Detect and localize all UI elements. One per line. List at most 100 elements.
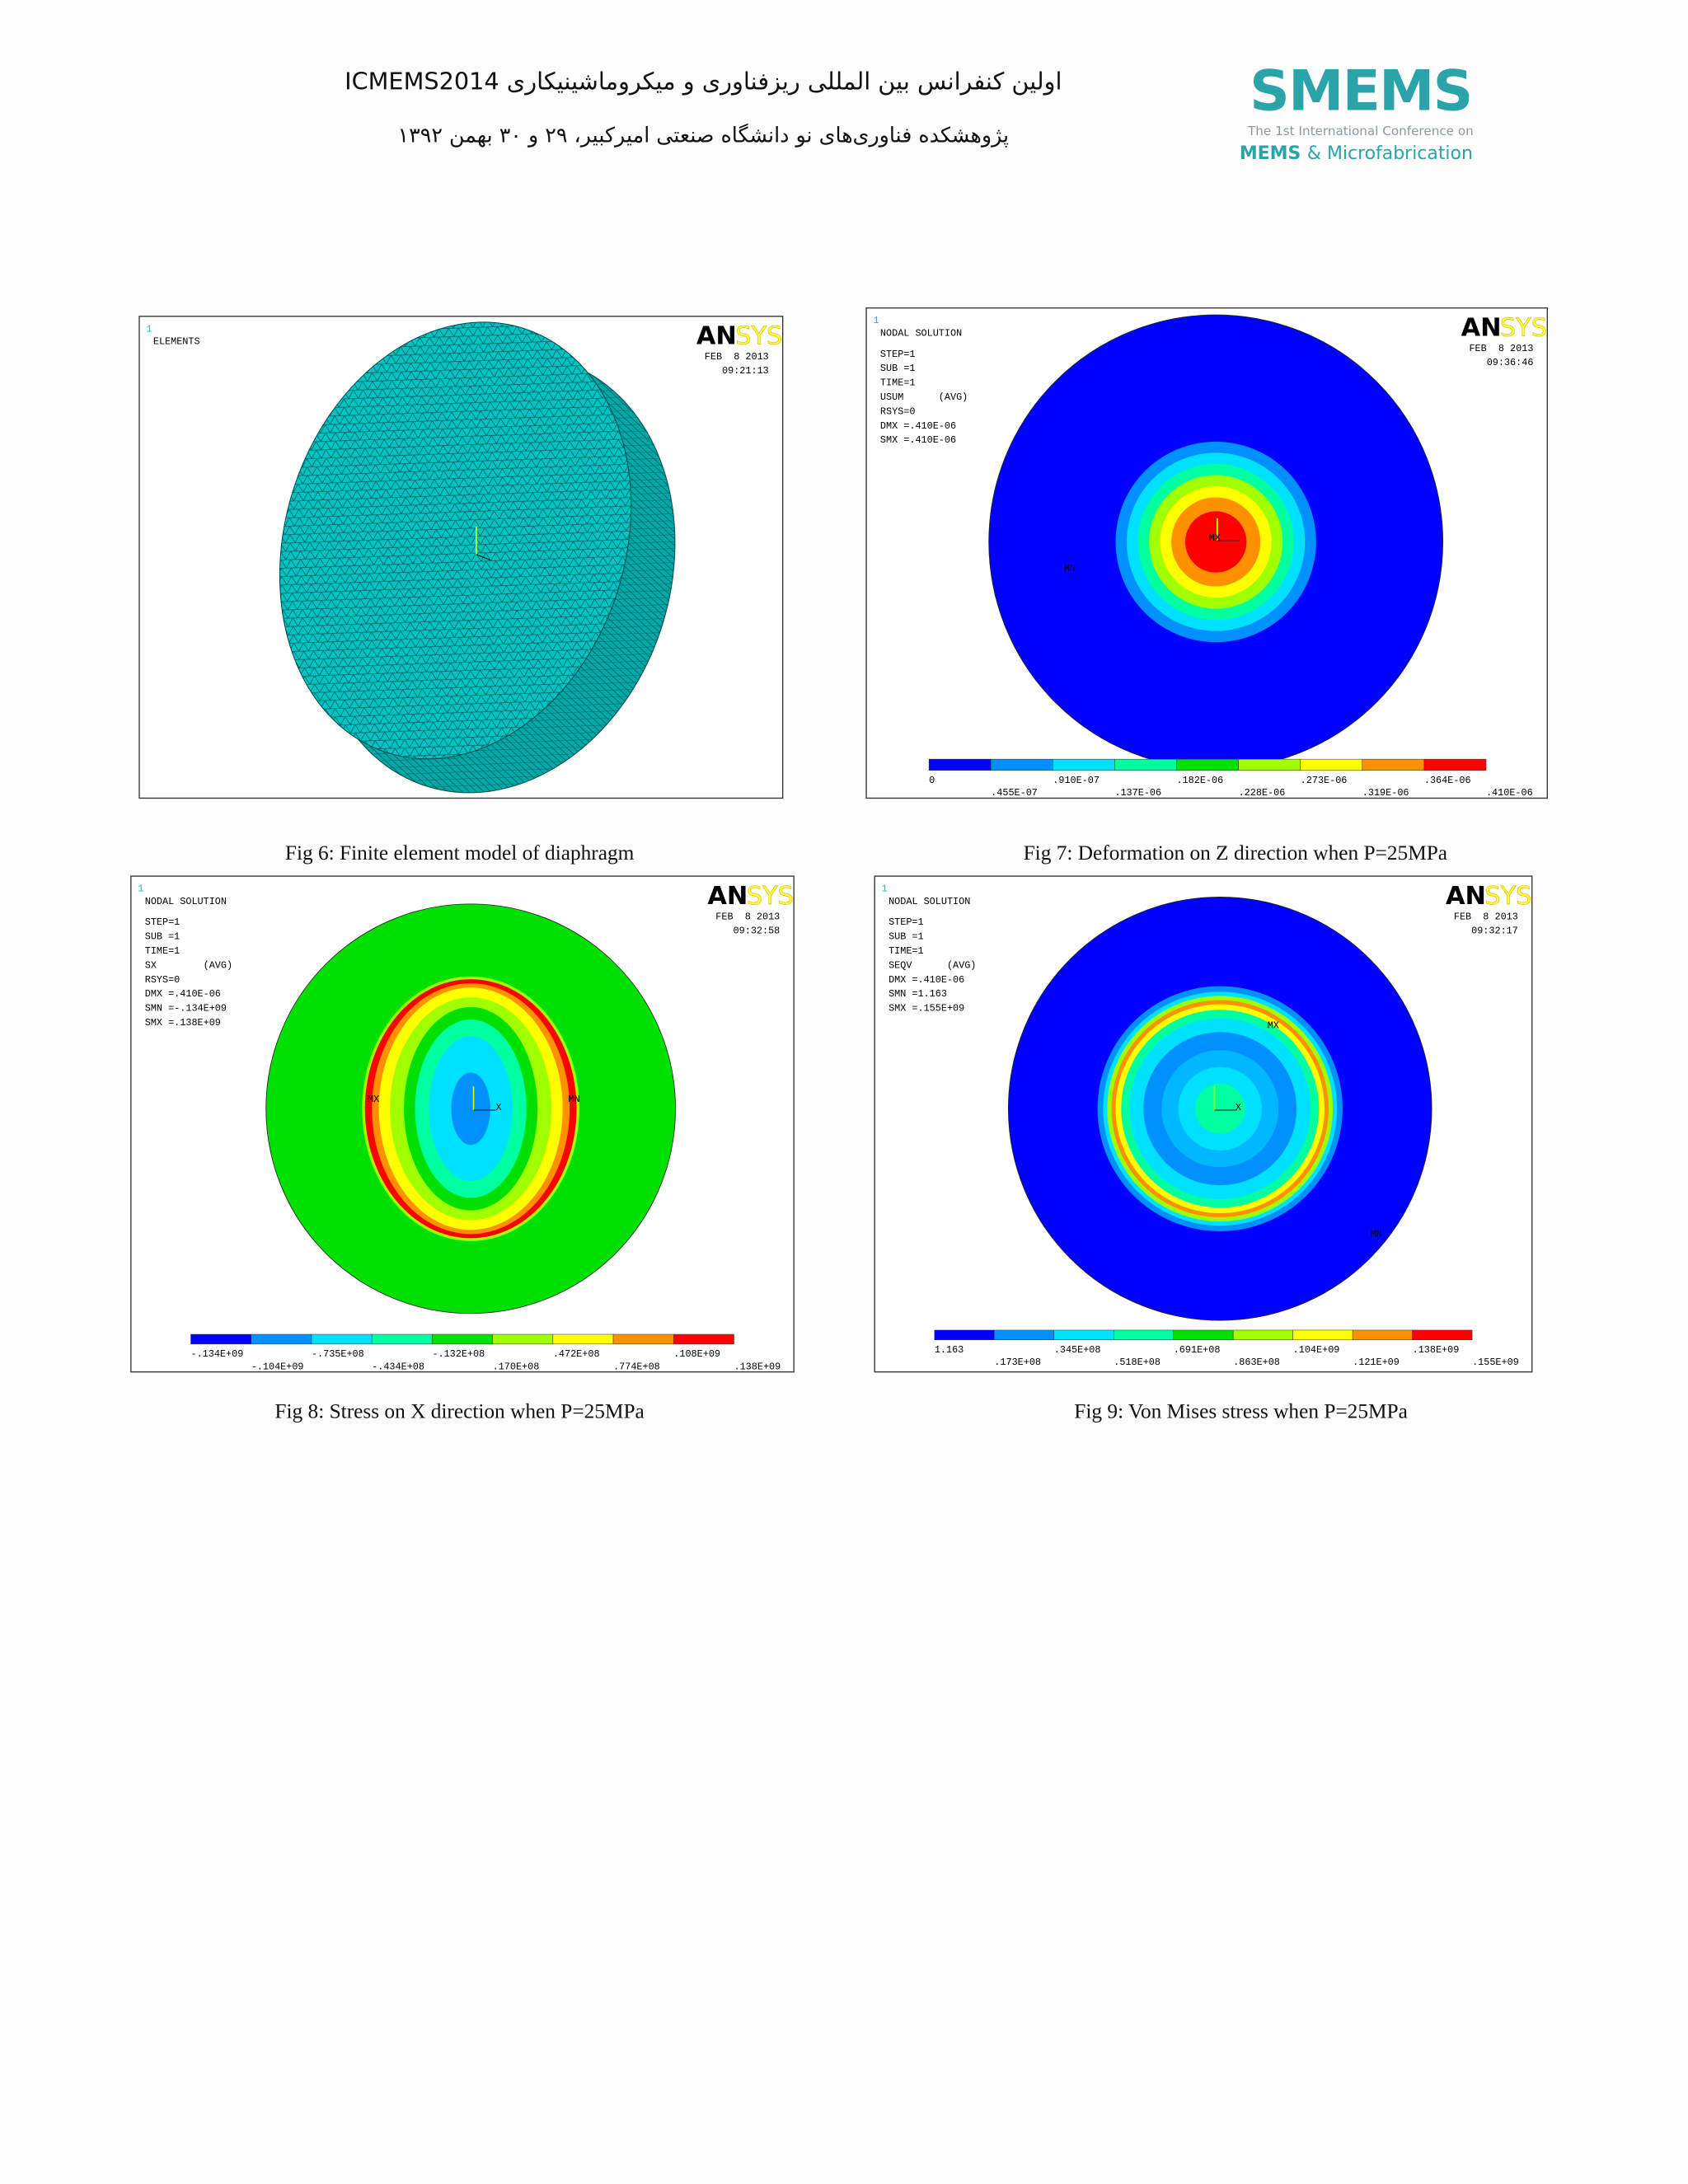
colorbar-segment [928,758,992,771]
colorbar-label: .273E-06 [1301,775,1348,786]
solution-info: USUM (AVG) [880,391,968,403]
colorbar-label: .319E-06 [1362,787,1409,799]
colorbar-label: .345E+08 [1054,1344,1101,1356]
plot-date: FEB 8 2013 [1469,343,1533,354]
colorbar-segment [934,1329,995,1341]
plot-date: FEB 8 2013 [715,911,780,922]
brand-an: AN [696,322,737,351]
colorbar-segment [990,758,1053,771]
plot-time: 09:32:17 [1471,925,1518,936]
solution-info: SMX =.155E+09 [889,1003,964,1015]
colorbar-segment [190,1333,251,1345]
conference-title: اولین کنفرانس بین المللی ریزفناوری و میک… [345,67,1062,95]
logo-microfab: & Microfabrication [1307,143,1473,164]
colorbar-segment [1053,758,1115,771]
colorbar-label: .155E+09 [1472,1357,1519,1368]
colorbar-segment [1232,1329,1293,1341]
contour [1194,1083,1245,1134]
solution-info: SMX =.410E-06 [880,434,956,446]
colorbar-label: .108E+09 [673,1348,720,1360]
window-index: 1 [146,323,152,335]
colorbar-label: -.104E+09 [251,1361,304,1372]
solution-info: NODAL SOLUTION [889,896,970,907]
colorbar-label: .518E+08 [1114,1357,1160,1368]
solution-info: SUB =1 [889,931,924,943]
solution-info: RSYS=0 [145,974,181,986]
plot-marker: MX [1209,532,1221,544]
colorbar-segment [1113,1329,1174,1341]
solution-info: DMX =.410E-06 [889,974,964,986]
brand-sys: SYS [1500,313,1547,342]
colorbar-label: .104E+09 [1293,1344,1340,1356]
disc-face [279,321,632,760]
plot-time: 09:36:46 [1487,357,1534,368]
colorbar-segment [552,1333,614,1345]
colorbar-label: .691E+08 [1174,1344,1221,1356]
solution-info: NODAL SOLUTION [145,896,227,907]
colorbar-label: .121E+09 [1353,1357,1400,1368]
axis-triad [476,554,491,561]
colorbar-label: .364E-06 [1424,775,1471,786]
solution-info: RSYS=0 [880,405,916,417]
colorbar-segment [492,1333,554,1345]
colorbar-segment [1292,1329,1353,1341]
plot-marker: MX [368,1094,379,1105]
colorbar-label: .863E+08 [1233,1357,1280,1368]
solution-info: TIME=1 [145,945,181,957]
solution-info: STEP=1 [889,916,924,928]
figure-caption: Fig 6: Finite element model of diaphragm [285,841,635,865]
brand-an: AN [1446,882,1486,911]
colorbar-label: 1.163 [935,1344,964,1356]
colorbar-segment [1053,1329,1114,1341]
colorbar-segment [1114,758,1177,771]
colorbar-label: .138E+09 [1413,1344,1460,1356]
colorbar-segment [1412,1329,1473,1341]
colorbar-label: 0 [929,775,935,786]
figure-caption: Fig 7: Deformation on Z direction when P… [1024,841,1447,865]
colorbar-label: -.132E+08 [432,1348,485,1360]
colorbar-label: .410E-06 [1486,787,1533,799]
colorbar-segment [432,1333,493,1345]
colorbar-segment [1238,758,1301,771]
figure-caption: Fig 8: Stress on X direction when P=25MP… [274,1399,644,1422]
solution-info: DMX =.410E-06 [880,420,956,432]
colorbar-label: .173E+08 [994,1357,1041,1368]
solution-info: SEQV (AVG) [889,959,976,971]
plot-marker: MN [1371,1229,1382,1240]
window-index: 1 [873,315,879,326]
colorbar-segment [994,1329,1055,1341]
plot-marker: MX [1268,1019,1279,1031]
colorbar-segment [311,1333,373,1345]
colorbar-segment [1176,758,1239,771]
logo-line: The 1st International Conference on [1247,124,1474,138]
brand-sys: SYS [747,882,794,911]
solution-info: NODAL SOLUTION [880,327,962,339]
colorbar-label: .137E-06 [1114,787,1161,799]
colorbar-label: .910E-07 [1053,775,1100,786]
solution-info: SX (AVG) [145,959,232,971]
plot-marker: MN [1064,563,1076,574]
colorbar-segment [1352,1329,1413,1341]
colorbar-label: -.735E+08 [312,1348,364,1360]
solution-info: SMN =1.163 [889,988,947,1000]
solution-info: TIME=1 [880,377,916,389]
conference-subtitle: پژوهشکده فناوری‌های نو دانشگاه صنعتی امی… [398,123,1010,148]
colorbar-label: -.434E+08 [372,1361,424,1372]
solution-info: STEP=1 [880,349,916,360]
colorbar-segment [1362,758,1425,771]
figure-caption: Fig 9: Von Mises stress when P=25MPa [1074,1399,1408,1422]
solution-info: DMX =.410E-06 [145,988,221,1000]
plot-date: FEB 8 2013 [705,351,769,363]
logo-mems: MEMS [1240,143,1301,164]
colorbar-segment [251,1333,312,1345]
plot-marker: X [1236,1102,1241,1113]
colorbar-label: .138E+09 [734,1361,781,1372]
colorbar-label: -.134E+09 [190,1348,243,1360]
colorbar-label: .774E+08 [613,1361,660,1372]
